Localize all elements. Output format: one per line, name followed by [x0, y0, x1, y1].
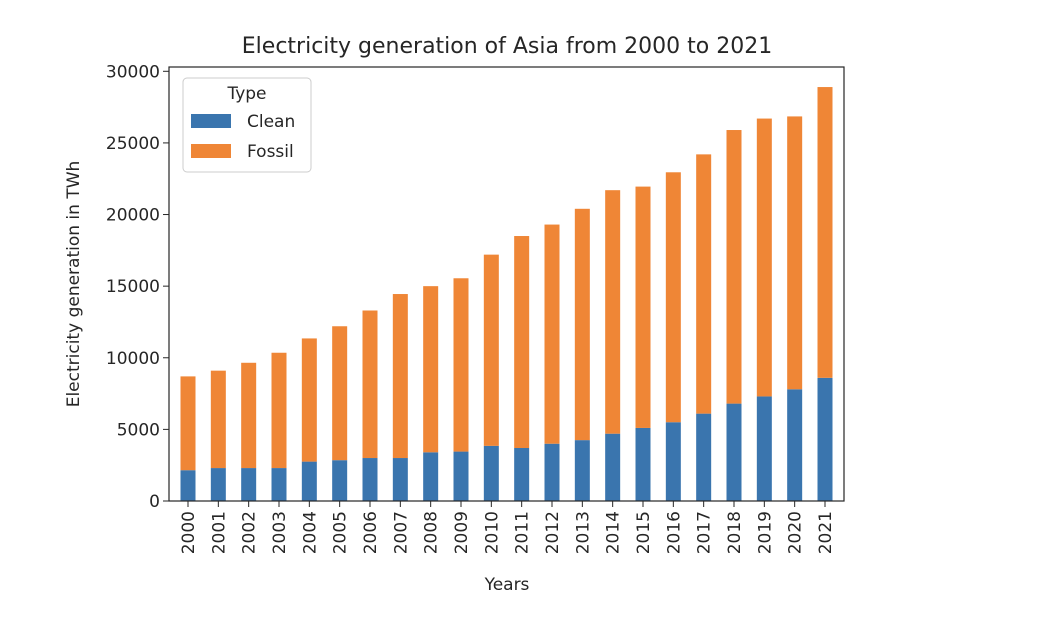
y-axis: 0 5000 10000 15000 20000 25000 30000 [106, 62, 169, 512]
legend-label-clean: Clean [247, 112, 295, 132]
x-axis: 2000 2001 2002 2003 2004 2005 2006 2007 2008 2009… [179, 501, 836, 554]
legend: Type Clean Fossil [182, 77, 312, 173]
x-tick-label-2004: 2004 [300, 511, 320, 554]
x-tick-label-2013: 2013 [573, 511, 593, 554]
legend-swatch-fossil [191, 144, 231, 158]
bar-fossil-2002 [241, 362, 257, 469]
y-axis-label: Electricity generation in TWh [64, 161, 84, 408]
bar-clean-2006 [362, 458, 378, 501]
x-tick-label-2010: 2010 [482, 511, 502, 554]
plot-frame [168, 66, 845, 502]
bar-clean-2012 [544, 443, 560, 501]
bar-fossil-2003 [271, 352, 287, 469]
x-tick-label-2008: 2008 [422, 511, 442, 554]
y-tick-label-5000: 5000 [117, 420, 160, 440]
x-tick-label-2011: 2011 [513, 511, 533, 554]
bar-clean-2001 [210, 468, 226, 501]
bar-fossil-2016 [665, 172, 681, 423]
bar-fossil-2005 [332, 326, 348, 461]
y-tick-label-0: 0 [149, 492, 160, 512]
x-tick-label-2001: 2001 [209, 511, 229, 554]
bar-fossil-2017 [696, 154, 712, 414]
y-tick-label-15000: 15000 [106, 277, 160, 297]
bar-clean-2014 [605, 433, 621, 501]
bar-clean-2009 [453, 451, 469, 501]
bar-fossil-2013 [574, 208, 590, 441]
bar-fossil-2008 [423, 286, 439, 453]
bar-fossil-2010 [483, 254, 499, 446]
bar-clean-2004 [301, 461, 317, 501]
bar-clean-2003 [271, 468, 287, 501]
bar-clean-2019 [756, 396, 772, 501]
x-tick-label-2002: 2002 [240, 511, 260, 554]
bar-fossil-2021 [817, 87, 833, 378]
x-tick-label-2012: 2012 [543, 511, 563, 554]
bar-fossil-2007 [392, 294, 408, 459]
legend-swatch-clean [191, 114, 231, 128]
x-tick-label-2021: 2021 [816, 511, 836, 554]
bar-fossil-2009 [453, 278, 469, 452]
x-tick-label-2005: 2005 [331, 511, 351, 554]
bars-group [180, 87, 833, 501]
y-tick-label-20000: 20000 [106, 206, 160, 226]
bar-fossil-2000 [180, 376, 196, 471]
y-tick-label-10000: 10000 [106, 349, 160, 369]
bar-fossil-2006 [362, 310, 378, 459]
x-axis-label: Years [484, 575, 530, 595]
x-tick-label-2014: 2014 [604, 511, 624, 554]
x-tick-label-2009: 2009 [452, 511, 472, 554]
x-tick-label-2015: 2015 [634, 511, 654, 554]
bar-fossil-2004 [301, 338, 317, 462]
x-tick-label-2000: 2000 [179, 511, 199, 554]
bar-fossil-2012 [544, 224, 560, 444]
x-tick-label-2017: 2017 [695, 511, 715, 554]
legend-label-fossil: Fossil [247, 142, 294, 162]
bar-fossil-2015 [635, 186, 651, 428]
chart-title: Electricity generation of Asia from 2000… [242, 34, 772, 59]
bar-fossil-2001 [210, 370, 226, 469]
bar-clean-2007 [392, 458, 408, 501]
x-tick-label-2003: 2003 [270, 511, 290, 554]
y-tick-label-30000: 30000 [106, 62, 160, 82]
bar-clean-2017 [696, 413, 712, 501]
x-tick-label-2006: 2006 [361, 511, 381, 554]
x-tick-label-2018: 2018 [725, 511, 745, 554]
bar-fossil-2020 [787, 116, 803, 390]
x-tick-label-2007: 2007 [391, 511, 411, 554]
bar-clean-2002 [241, 468, 257, 501]
y-tick-label-25000: 25000 [106, 134, 160, 154]
x-tick-label-2020: 2020 [786, 511, 806, 554]
bar-fossil-2014 [605, 190, 621, 434]
bar-fossil-2018 [726, 130, 742, 404]
bar-clean-2008 [423, 452, 439, 501]
bar-fossil-2019 [756, 118, 772, 397]
bar-fossil-2011 [514, 236, 530, 449]
x-tick-label-2019: 2019 [755, 511, 775, 554]
bar-clean-2021 [817, 377, 833, 501]
bar-clean-2016 [665, 422, 681, 501]
bar-clean-2011 [514, 448, 530, 501]
bar-clean-2005 [332, 460, 348, 501]
bar-clean-2015 [635, 427, 651, 501]
x-tick-label-2016: 2016 [664, 511, 684, 554]
legend-items: Clean Fossil [191, 112, 295, 162]
bar-clean-2010 [483, 445, 499, 501]
bar-clean-2000 [180, 470, 196, 501]
bar-clean-2020 [787, 389, 803, 501]
bar-clean-2013 [574, 440, 590, 501]
legend-title: Type [226, 84, 266, 104]
bar-clean-2018 [726, 403, 742, 501]
